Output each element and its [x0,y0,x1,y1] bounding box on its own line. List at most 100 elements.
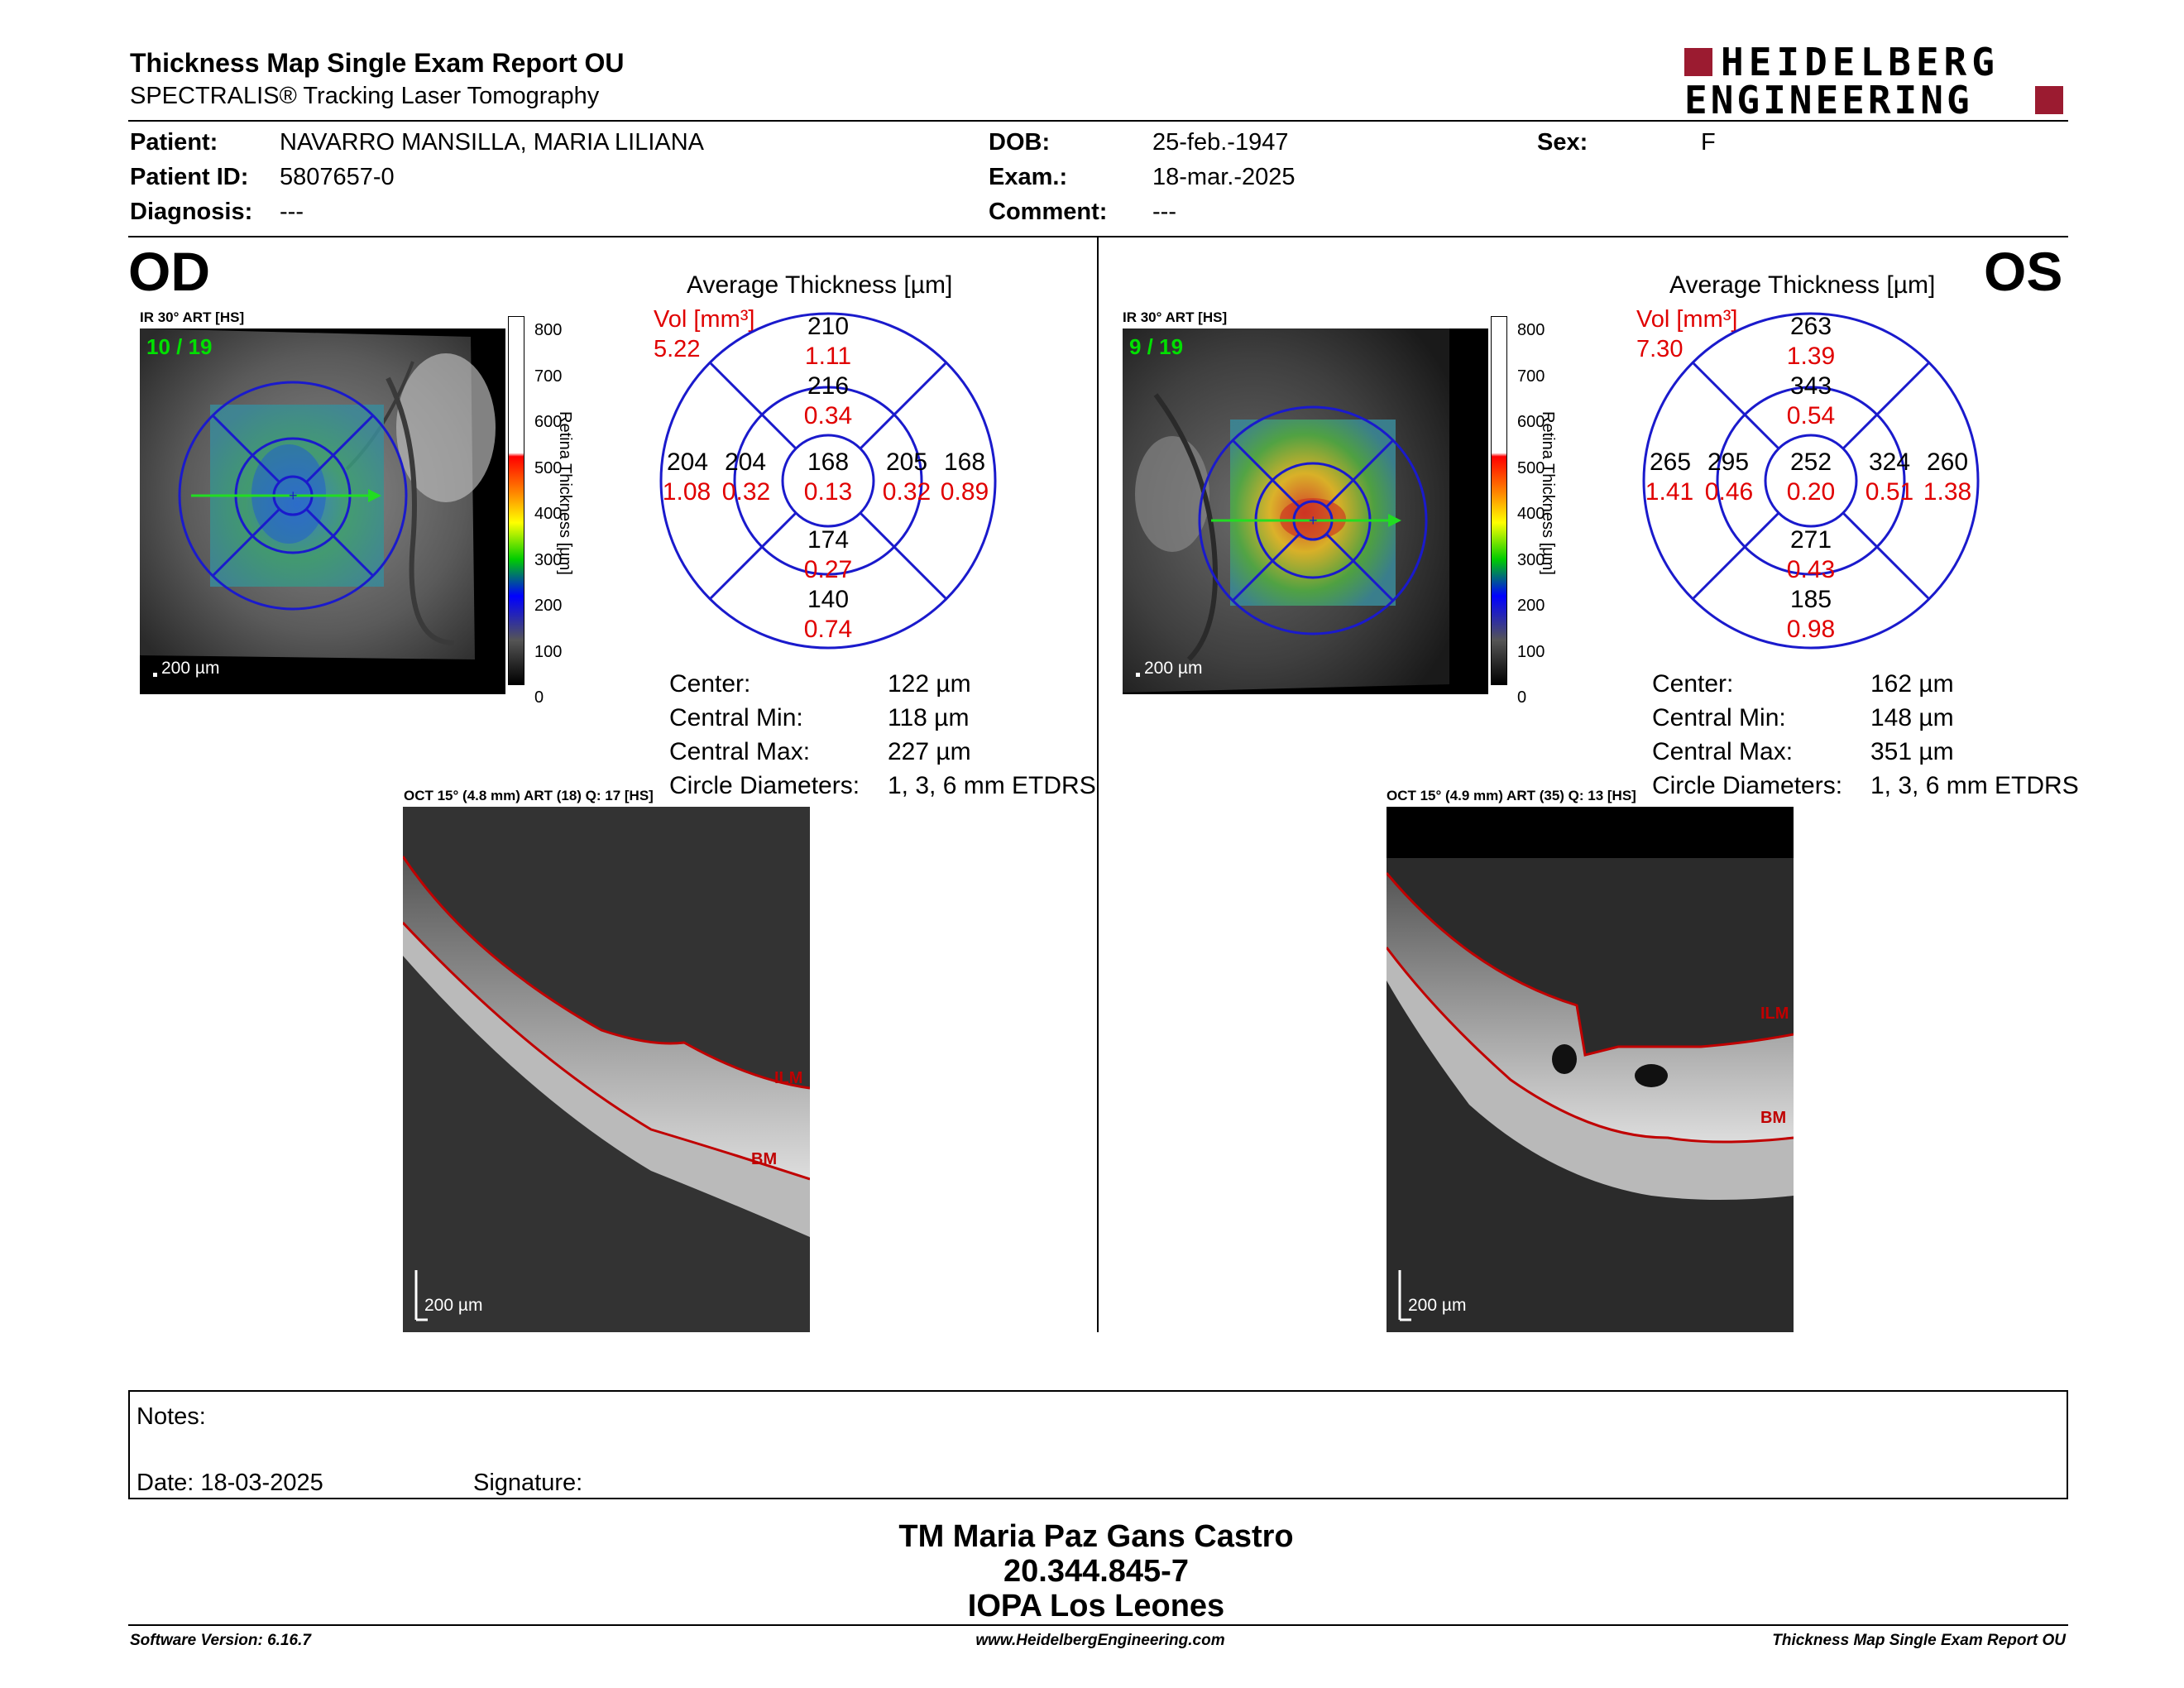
colorbar-tick: 0 [1517,688,1527,707]
os-vol-total: 7.30 [1636,336,1684,362]
od-outer-inf-vol: 0.74 [803,616,853,643]
os-outer-inf-vol: 0.98 [1786,616,1836,643]
os-ir-label: IR 30° ART [HS] [1123,309,1228,325]
os-min-label: Central Min: [1652,704,1786,731]
patient-id-label: Patient ID: [130,164,249,190]
od-avg-title: Average Thickness [µm] [687,271,953,299]
svg-text:+: + [289,487,298,504]
comment-value: --- [1152,199,1176,225]
od-frame-counter: 10 / 19 [146,334,213,359]
colorbar-tick: 400 [534,505,563,523]
notes-label: Notes: [136,1403,206,1430]
od-outer-sup-thk: 210 [807,313,850,340]
colorbar-tick: 700 [534,367,563,386]
os-center-value: 162 µm [1870,670,1954,698]
os-fundus-scale: 200 µm [1144,659,1203,678]
os-outer-temp-thk: 260 [1926,448,1969,476]
od-inner-temp-thk: 205 [885,448,928,476]
od-min-label: Central Min: [669,704,803,731]
os-colorbar: 800 700 600 500 400 300 200 100 0 Retina… [1491,316,1607,707]
dob-value: 25-feb.-1947 [1152,129,1289,156]
od-outer-nas-vol: 1.08 [662,478,711,506]
od-outer-temp-vol: 0.89 [940,478,989,506]
logo-line2: ENGINEERING [1684,78,1973,122]
sex-label: Sex: [1537,129,1588,156]
os-inner-nas-thk: 295 [1707,448,1750,476]
colorbar-tick: 800 [1517,321,1545,339]
os-eye-label: OS [1984,241,2063,302]
od-colorbar: 800 700 600 500 400 300 200 100 0 Retina… [508,316,624,707]
colorbar-tick: 800 [534,321,563,339]
eye-divider [1097,237,1099,1332]
od-outer-temp-thk: 168 [943,448,986,476]
sex-value: F [1701,129,1716,156]
od-ilm-label: ILM [774,1069,803,1087]
od-min-value: 118 µm [888,704,970,731]
os-inner-temp-vol: 0.51 [1865,478,1914,506]
notes-box[interactable]: Notes: Date: 18-03-2025 Signature: [128,1390,2068,1499]
od-outer-sup-vol: 1.11 [804,343,852,370]
heidelberg-logo: HEIDELBERG ENGINEERING [1684,40,2067,122]
od-inner-temp-vol: 0.32 [882,478,932,506]
colorbar-tick: 300 [534,550,563,569]
diagnosis-value: --- [280,199,304,225]
exam-value: 18-mar.-2025 [1152,164,1296,190]
od-eye-label: OD [128,241,210,302]
patient-id-value: 5807657-0 [280,164,395,190]
os-max-value: 351 µm [1870,738,1954,765]
od-inner-inf-thk: 174 [807,526,850,554]
logo-square-icon [1684,48,1712,76]
os-inner-nas-vol: 0.46 [1704,478,1754,506]
os-outer-sup-thk: 263 [1789,313,1832,340]
colorbar-tick: 300 [1517,550,1545,569]
os-outer-nas-vol: 1.41 [1645,478,1694,506]
signature-name: TM Maria Paz Gans Castro [898,1519,1294,1554]
os-inner-sup-thk: 343 [1789,372,1832,400]
colorbar-tick: 200 [1517,597,1545,615]
os-vol-label: Vol [mm³] [1636,306,1738,333]
patient-rule [128,236,2068,237]
os-inner-sup-vol: 0.54 [1786,402,1836,429]
colorbar-tick: 500 [1517,458,1545,477]
colorbar-tick: 100 [1517,642,1545,661]
notes-date: Date: 18-03-2025 [136,1470,323,1496]
od-max-label: Central Max: [669,738,811,765]
os-colorbar-gradient [1491,316,1507,685]
os-ilm-label: ILM [1760,1005,1789,1023]
footer-report: Thickness Map Single Exam Report OU [1772,1632,2066,1649]
footer-website[interactable]: www.HeidelbergEngineering.com [975,1632,1225,1649]
colorbar-tick: 600 [534,413,563,431]
od-colorbar-gradient [508,316,524,685]
od-outer-inf-thk: 140 [807,586,850,613]
exam-label: Exam.: [989,164,1068,190]
os-center-label: Center: [1652,670,1734,698]
colorbar-tick: 100 [534,642,563,661]
os-diam-label: Circle Diameters: [1652,772,1843,799]
od-etdrs-grid: 210 1.11 216 0.34 204 1.08 204 0.32 168 … [659,311,998,650]
od-fundus-image: + [140,328,505,694]
colorbar-tick: 200 [534,597,563,615]
od-inner-sup-thk: 216 [807,372,850,400]
report-subtitle: SPECTRALIS® Tracking Laser Tomography [130,83,600,109]
patient-label: Patient: [130,129,218,156]
os-inner-temp-thk: 324 [1868,448,1911,476]
os-avg-title: Average Thickness [µm] [1669,271,1936,299]
od-vol-label: Vol [mm³] [654,306,755,333]
diagnosis-label: Diagnosis: [130,199,253,225]
os-center-thk: 252 [1789,448,1832,476]
os-min-value: 148 µm [1870,704,1954,731]
os-oct-label: OCT 15° (4.9 mm) ART (35) Q: 13 [HS] [1387,788,1636,803]
logo-line1: HEIDELBERG [1721,40,2000,84]
colorbar-tick: 0 [534,688,544,707]
od-inner-sup-vol: 0.34 [803,402,853,429]
signature-place: IOPA Los Leones [967,1589,1225,1623]
od-inner-nas-thk: 204 [724,448,767,476]
colorbar-tick: 700 [1517,367,1545,386]
od-fundus-scale: 200 µm [161,659,220,678]
footer-rule [128,1624,2068,1626]
svg-text:+: + [1309,512,1318,529]
od-ir-label: IR 30° ART [HS] [140,309,245,325]
colorbar-tick: 400 [1517,505,1545,523]
od-inner-nas-vol: 0.32 [721,478,771,506]
od-oct-bscan [401,807,811,1332]
